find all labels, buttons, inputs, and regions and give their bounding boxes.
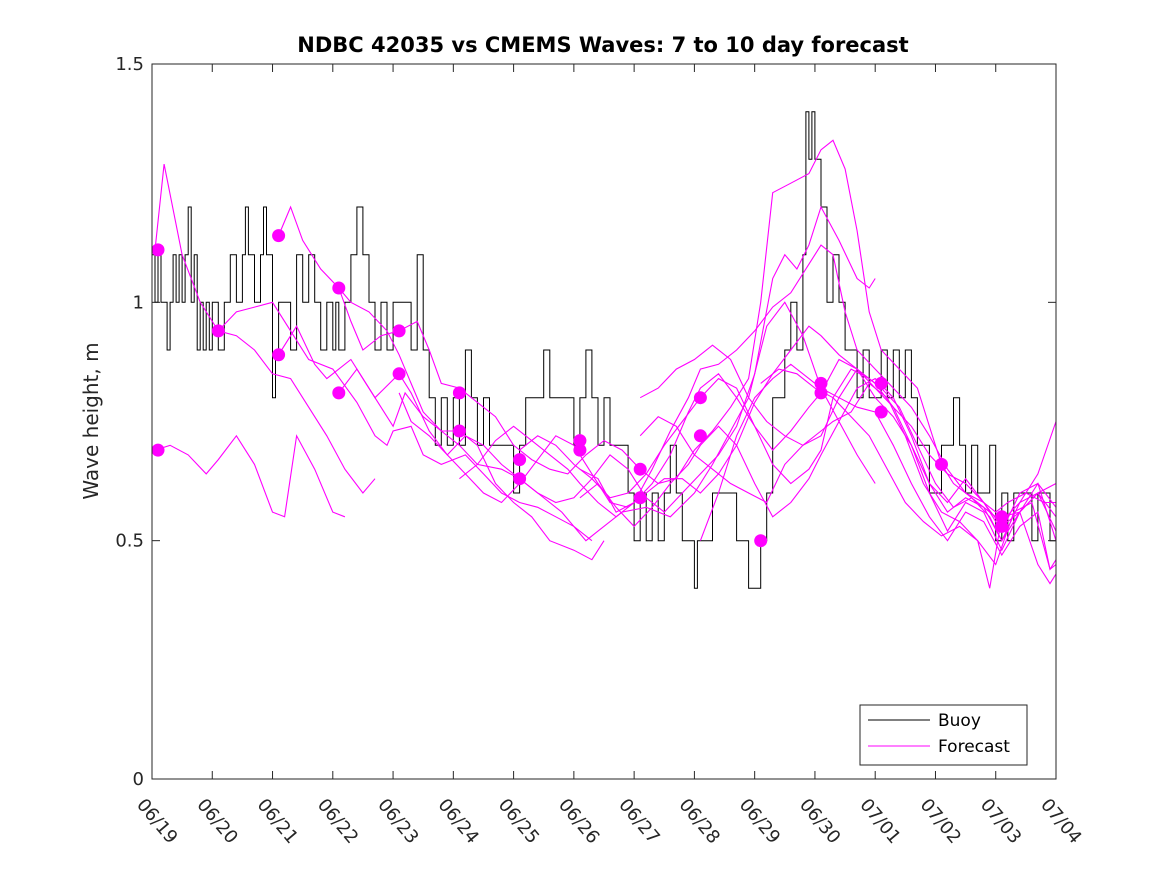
buoy-line xyxy=(152,111,1056,589)
forecast-marker-16 xyxy=(633,462,647,476)
forecast-line-12 xyxy=(579,377,1057,533)
forecast-marker-11 xyxy=(452,424,466,438)
forecast-marker-17 xyxy=(633,491,647,505)
forecast-marker-21 xyxy=(814,376,828,390)
forecast-line-4 xyxy=(278,205,605,561)
forecast-marker-1 xyxy=(151,243,165,257)
forecast-line-11 xyxy=(579,358,1057,542)
forecast-marker-19 xyxy=(693,429,707,443)
forecast-marker-27 xyxy=(995,519,1009,533)
forecast-marker-2 xyxy=(151,443,165,457)
forecast-marker-15 xyxy=(573,443,587,457)
y-axis-label: Wave height, m xyxy=(79,342,103,499)
legend-buoy-label: Buoy xyxy=(938,711,981,731)
forecast-marker-26 xyxy=(995,510,1009,524)
plot-area xyxy=(151,111,1057,589)
forecast-line-9 xyxy=(459,244,1057,523)
forecast-marker-9 xyxy=(392,367,406,381)
forecast-markers xyxy=(151,229,1009,548)
forecast-marker-5 xyxy=(272,348,286,362)
forecast-series xyxy=(154,139,1057,589)
forecast-line-2 xyxy=(154,163,376,494)
forecast-marker-3 xyxy=(211,324,225,338)
forecast-marker-20 xyxy=(754,534,768,548)
y-tick-label: 0 xyxy=(133,769,144,790)
forecast-marker-22 xyxy=(814,386,828,400)
legend: Buoy Forecast xyxy=(859,704,1028,766)
forecast-marker-25 xyxy=(935,457,948,471)
forecast-marker-6 xyxy=(332,281,346,295)
y-tick-label: 0.5 xyxy=(115,531,144,552)
forecast-line-15 xyxy=(699,363,1057,571)
forecast-marker-23 xyxy=(874,376,888,390)
forecast-marker-12 xyxy=(513,453,527,467)
chart-title: NDBC 42035 vs CMEMS Waves: 7 to 10 day f… xyxy=(297,33,908,57)
forecast-line-3 xyxy=(217,301,593,542)
forecast-marker-10 xyxy=(452,386,466,400)
forecast-line-16 xyxy=(760,368,1057,589)
forecast-marker-14 xyxy=(573,434,587,448)
y-tick-label: 1 xyxy=(133,292,144,313)
forecast-line-7 xyxy=(338,139,1056,513)
forecast-marker-4 xyxy=(272,229,286,243)
forecast-line-8 xyxy=(398,325,1057,528)
forecast-marker-7 xyxy=(332,386,346,400)
buoy-series xyxy=(152,111,1056,589)
y-axis: 0 0.5 1 1.5 xyxy=(115,54,1056,790)
legend-box xyxy=(859,704,1028,766)
forecast-line-13 xyxy=(639,344,1057,552)
axes-box xyxy=(151,63,1057,780)
y-tick-label: 1.5 xyxy=(115,54,144,75)
forecast-marker-18 xyxy=(693,391,707,405)
forecast-marker-13 xyxy=(513,472,527,486)
forecast-marker-24 xyxy=(874,405,888,419)
forecast-marker-8 xyxy=(392,324,406,338)
forecast-line-6 xyxy=(338,205,876,513)
forecast-line-14 xyxy=(639,382,1057,571)
forecast-line-1 xyxy=(154,434,346,518)
legend-forecast-label: Forecast xyxy=(938,737,1010,757)
